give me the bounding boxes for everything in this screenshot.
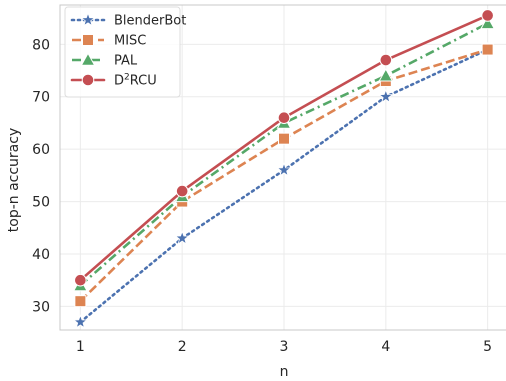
legend-marker (81, 73, 95, 87)
legend-marker (80, 12, 96, 27)
y-tick-label: 50 (32, 195, 50, 211)
plot-area-border (59, 4, 506, 331)
y-tick-label: 30 (32, 299, 50, 315)
x-tick-label: 1 (76, 339, 85, 355)
data-point (277, 111, 291, 125)
x-tick-label: 3 (280, 339, 289, 355)
legend-label-text: PAL (114, 54, 138, 69)
legend-item: D2RCU (70, 73, 157, 89)
data-point (481, 43, 494, 56)
data-point (74, 273, 87, 287)
legend-label-text: MISC (114, 34, 146, 49)
data-point (379, 53, 393, 67)
series-lines (72, 9, 496, 329)
legend-label: PAL (114, 54, 138, 69)
data-point (378, 88, 394, 104)
y-tick-label: 60 (32, 142, 50, 158)
legend-item: PAL (72, 52, 138, 69)
legend-item: BlenderBot (70, 12, 186, 29)
legend-label-superscript: 2 (124, 73, 130, 83)
x-tick-label: 4 (381, 339, 390, 355)
data-point (480, 15, 496, 30)
legend-label-text: BlenderBot (114, 14, 186, 29)
series-d (74, 9, 494, 287)
legend-box (64, 6, 181, 98)
axis-ticks: 1 2 3 4 5 30 40 50 60 70 80 (32, 37, 492, 355)
y-axis-label: top-n accuracy (6, 128, 22, 232)
data-point (74, 295, 87, 308)
x-tick-label: 5 (483, 339, 492, 355)
data-point (481, 9, 494, 22)
y-tick-label: 40 (32, 247, 50, 263)
y-tick-label: 70 (32, 90, 50, 106)
legend-label-text: D (114, 74, 124, 89)
legend-label-rest: RCU (130, 74, 157, 89)
y-tick-label: 80 (32, 37, 50, 53)
data-point (378, 68, 394, 82)
legend-marker (82, 34, 94, 46)
data-point (278, 132, 290, 145)
data-point (276, 162, 292, 177)
legend-label: D2RCU (114, 73, 157, 89)
data-point (174, 230, 190, 245)
legend: BlenderBot MISC PAL D2RCU (64, 6, 186, 98)
legend-label: BlenderBot (114, 14, 186, 29)
legend-label: MISC (114, 34, 146, 49)
legend-item: MISC (72, 34, 146, 49)
x-axis-label: n (280, 364, 289, 380)
data-point (72, 314, 88, 329)
data-point (175, 184, 189, 198)
legend-marker (80, 52, 96, 66)
x-tick-label: 2 (178, 339, 187, 355)
